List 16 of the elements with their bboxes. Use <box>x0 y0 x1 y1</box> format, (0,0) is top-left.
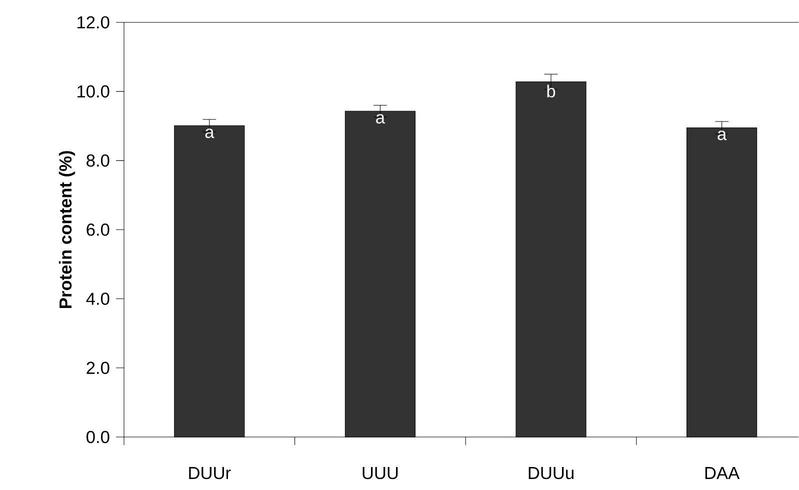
x-tick-label: DAA <box>705 467 740 479</box>
y-tick-label: 0.0 <box>86 430 110 444</box>
y-tick-label: 10.0 <box>78 85 110 98</box>
y-axis-title: Protein content (%) <box>58 151 76 308</box>
y-tick-label: 8.0 <box>86 154 110 167</box>
y-tick-label: 2.0 <box>86 362 110 374</box>
x-tick-label: UUU <box>362 467 398 480</box>
x-tick-label: DUUu <box>528 467 574 480</box>
annotation: a <box>718 130 727 140</box>
x-tick-label: DUUr <box>189 467 231 480</box>
y-tick-label: 12.0 <box>78 16 110 28</box>
annotation: a <box>376 114 386 124</box>
annotation: b <box>547 84 556 98</box>
y-tick-label: 6.0 <box>86 224 110 236</box>
annotation: a <box>205 128 214 138</box>
y-tick-label: 4.0 <box>86 292 110 305</box>
